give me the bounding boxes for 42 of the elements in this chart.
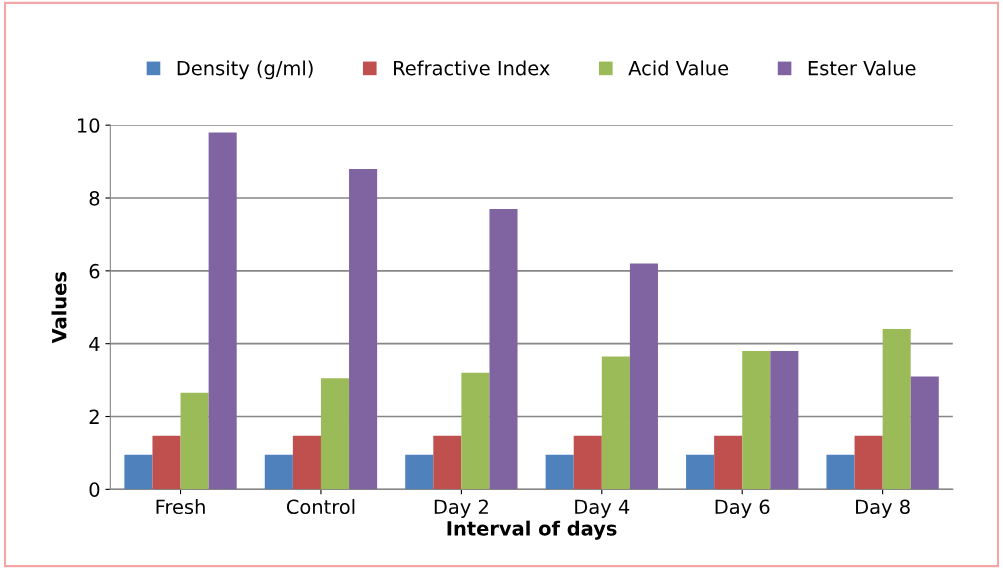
- y-tick-label: 0: [89, 482, 100, 497]
- bar: [461, 372, 490, 490]
- legend-label: Refractive Index: [394, 60, 550, 76]
- x-tick-label: Fresh: [156, 499, 205, 515]
- x-tick-label: Day 2: [434, 499, 488, 518]
- bar: [208, 132, 237, 490]
- x-tick-label: Day 4: [575, 499, 630, 518]
- legend-label: Ester Value: [808, 60, 916, 76]
- bar: [320, 378, 350, 490]
- bar: [742, 350, 771, 490]
- bar: [180, 392, 209, 490]
- legend-label: Acid Value: [628, 60, 729, 76]
- bar: [714, 435, 743, 490]
- bar: [264, 454, 293, 490]
- legend-label: Density (g/ml): [177, 60, 313, 80]
- y-tick-label: 2: [89, 409, 99, 424]
- bar: [349, 168, 378, 490]
- bar: [601, 356, 630, 490]
- bar: [292, 435, 321, 490]
- bar: [489, 208, 518, 490]
- bar: [910, 376, 939, 490]
- y-tick-label: 4: [89, 336, 100, 352]
- y-axis-title: Values: [51, 272, 67, 344]
- y-tick-label: 6: [89, 263, 100, 279]
- x-tick-label: Day 8: [856, 499, 910, 518]
- bar: [545, 454, 574, 490]
- x-tick-label: Day 6: [715, 499, 770, 518]
- bar: [433, 435, 462, 490]
- bar: [573, 435, 602, 490]
- bar: [770, 350, 799, 490]
- bar: [405, 454, 434, 490]
- bar: [854, 435, 883, 490]
- bar: [686, 454, 715, 490]
- x-axis-title: Interval of days: [447, 520, 617, 540]
- bar: [826, 454, 855, 490]
- bar: [882, 329, 911, 490]
- bar: [152, 435, 181, 490]
- bar: [629, 263, 658, 490]
- y-tick-label: 10: [78, 118, 100, 133]
- x-tick-label: Control: [286, 499, 355, 515]
- bar: [124, 454, 153, 490]
- y-tick-label: 8: [89, 190, 100, 206]
